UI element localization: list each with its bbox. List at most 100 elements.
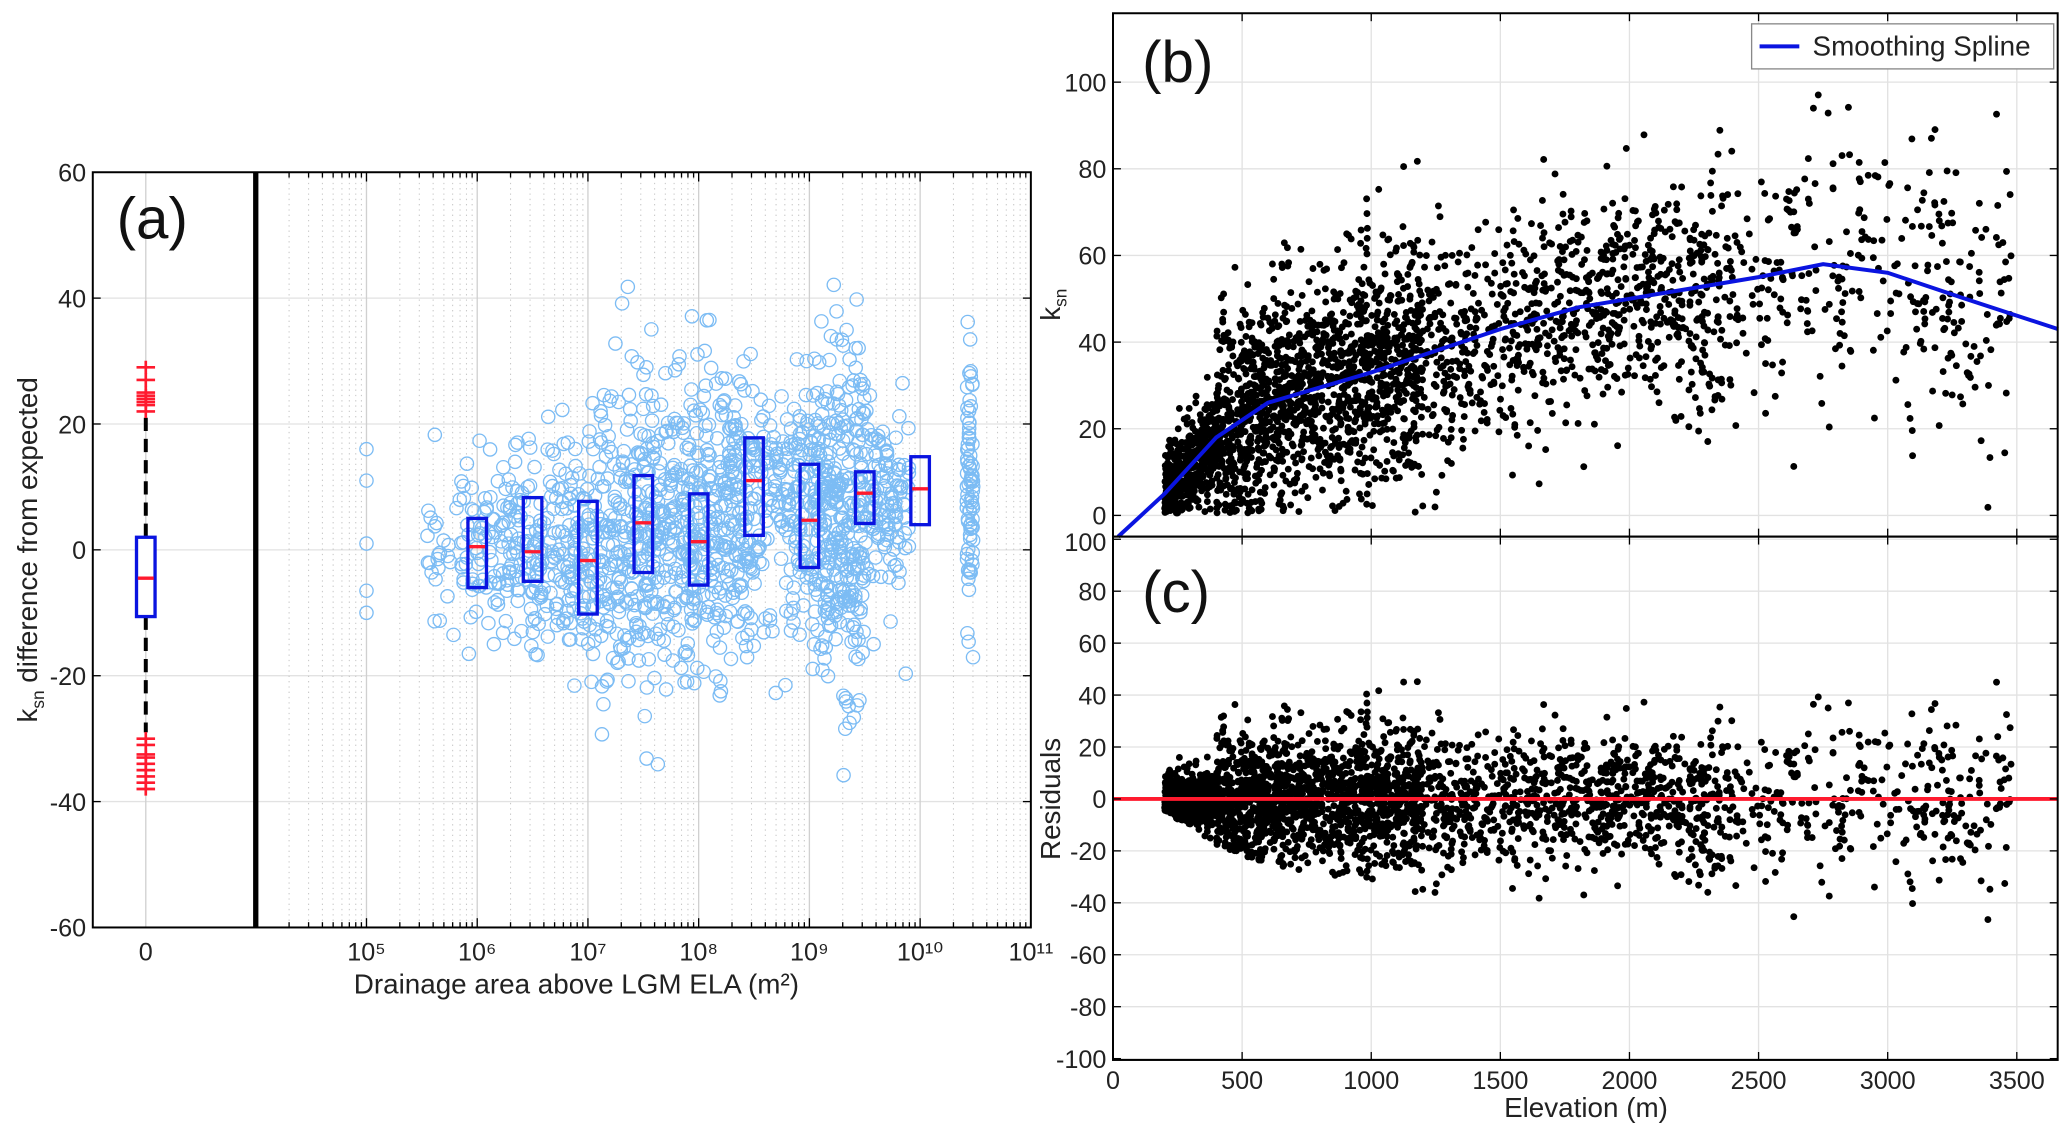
data-point — [423, 510, 438, 526]
data-point — [1273, 368, 1281, 376]
data-point — [1733, 339, 1741, 347]
data-point — [1804, 155, 1812, 163]
data-point — [1738, 248, 1746, 256]
data-point — [1185, 505, 1193, 512]
data-point — [1427, 331, 1435, 339]
data-point — [841, 698, 857, 714]
box — [909, 455, 932, 527]
data-point — [1331, 405, 1339, 413]
data-point — [677, 645, 693, 661]
data-point — [1435, 423, 1443, 431]
data-point — [1177, 486, 1185, 494]
data-point — [1542, 446, 1550, 454]
data-point — [1380, 355, 1388, 362]
data-point — [1350, 428, 1358, 436]
data-point — [1406, 262, 1414, 270]
data-point — [1952, 362, 1960, 370]
data-point — [1447, 299, 1455, 307]
data-point — [607, 493, 623, 508]
data-point — [1833, 315, 1840, 323]
data-point — [678, 644, 694, 659]
data-point — [1533, 267, 1541, 275]
data-point — [1200, 416, 1208, 424]
data-point — [1439, 362, 1447, 370]
data-point — [523, 601, 539, 617]
data-point — [496, 459, 511, 475]
data-point — [1539, 368, 1547, 376]
data-point — [1457, 308, 1465, 316]
data-point — [1711, 250, 1719, 258]
data-point — [1378, 406, 1386, 414]
data-point — [1825, 423, 1833, 431]
data-point — [1228, 342, 1236, 350]
data-point — [1229, 458, 1237, 466]
data-point — [1452, 281, 1460, 289]
data-point — [767, 473, 783, 489]
data-point — [1462, 270, 1470, 278]
data-point — [1777, 295, 1785, 303]
data-point — [1874, 173, 1882, 181]
data-point — [529, 557, 545, 572]
data-point — [1602, 242, 1610, 250]
data-point — [1206, 457, 1214, 465]
data-point — [1733, 239, 1741, 246]
data-point — [657, 647, 672, 662]
data-point — [1393, 367, 1401, 374]
data-point — [1338, 339, 1346, 347]
data-point — [1162, 470, 1170, 478]
data-point — [1673, 206, 1681, 214]
data-point — [901, 420, 916, 436]
data-point — [1745, 230, 1753, 238]
data-point — [877, 456, 893, 471]
data-point — [785, 591, 801, 606]
data-point — [1632, 351, 1640, 359]
data-point — [714, 400, 730, 415]
data-point — [1670, 323, 1678, 330]
data-point — [1486, 351, 1494, 359]
data-point — [1212, 443, 1220, 451]
box — [466, 516, 489, 590]
data-point — [716, 620, 732, 635]
data-point — [1983, 311, 1991, 318]
data-point — [1188, 419, 1196, 426]
data-point — [873, 569, 889, 585]
data-point — [472, 433, 487, 449]
data-point — [585, 395, 600, 411]
data-point — [465, 576, 480, 592]
data-point — [1679, 274, 1687, 282]
data-point — [1414, 301, 1422, 309]
data-point — [1453, 320, 1461, 328]
data-point — [1879, 277, 1887, 285]
data-point — [842, 715, 857, 731]
data-point — [1258, 466, 1265, 474]
data-point — [641, 651, 657, 667]
data-point — [1206, 463, 1214, 471]
data-point — [1475, 299, 1482, 307]
data-point — [1838, 318, 1846, 326]
data-point — [611, 394, 626, 410]
data-point — [1616, 234, 1624, 242]
data-point — [1392, 377, 1400, 385]
data-point — [602, 619, 617, 635]
data-point — [1838, 275, 1846, 283]
data-point — [1982, 225, 1990, 233]
data-point — [1456, 360, 1464, 368]
data-point — [1407, 459, 1415, 467]
y-tick-label: 60 — [58, 160, 86, 188]
data-point — [1920, 308, 1928, 315]
data-point — [1344, 447, 1352, 455]
data-point — [1273, 348, 1281, 356]
data-point — [747, 576, 762, 591]
data-point — [1731, 232, 1739, 240]
data-point — [1308, 326, 1316, 334]
data-point — [1278, 260, 1286, 268]
data-point — [1388, 339, 1396, 347]
data-point — [807, 577, 822, 592]
data-point — [1656, 303, 1664, 310]
data-point — [1657, 270, 1665, 278]
data-point — [525, 584, 541, 600]
panel-label-a: (a) — [117, 186, 188, 251]
data-point — [1540, 243, 1548, 251]
data-point — [1805, 270, 1813, 277]
data-point — [1548, 240, 1556, 248]
